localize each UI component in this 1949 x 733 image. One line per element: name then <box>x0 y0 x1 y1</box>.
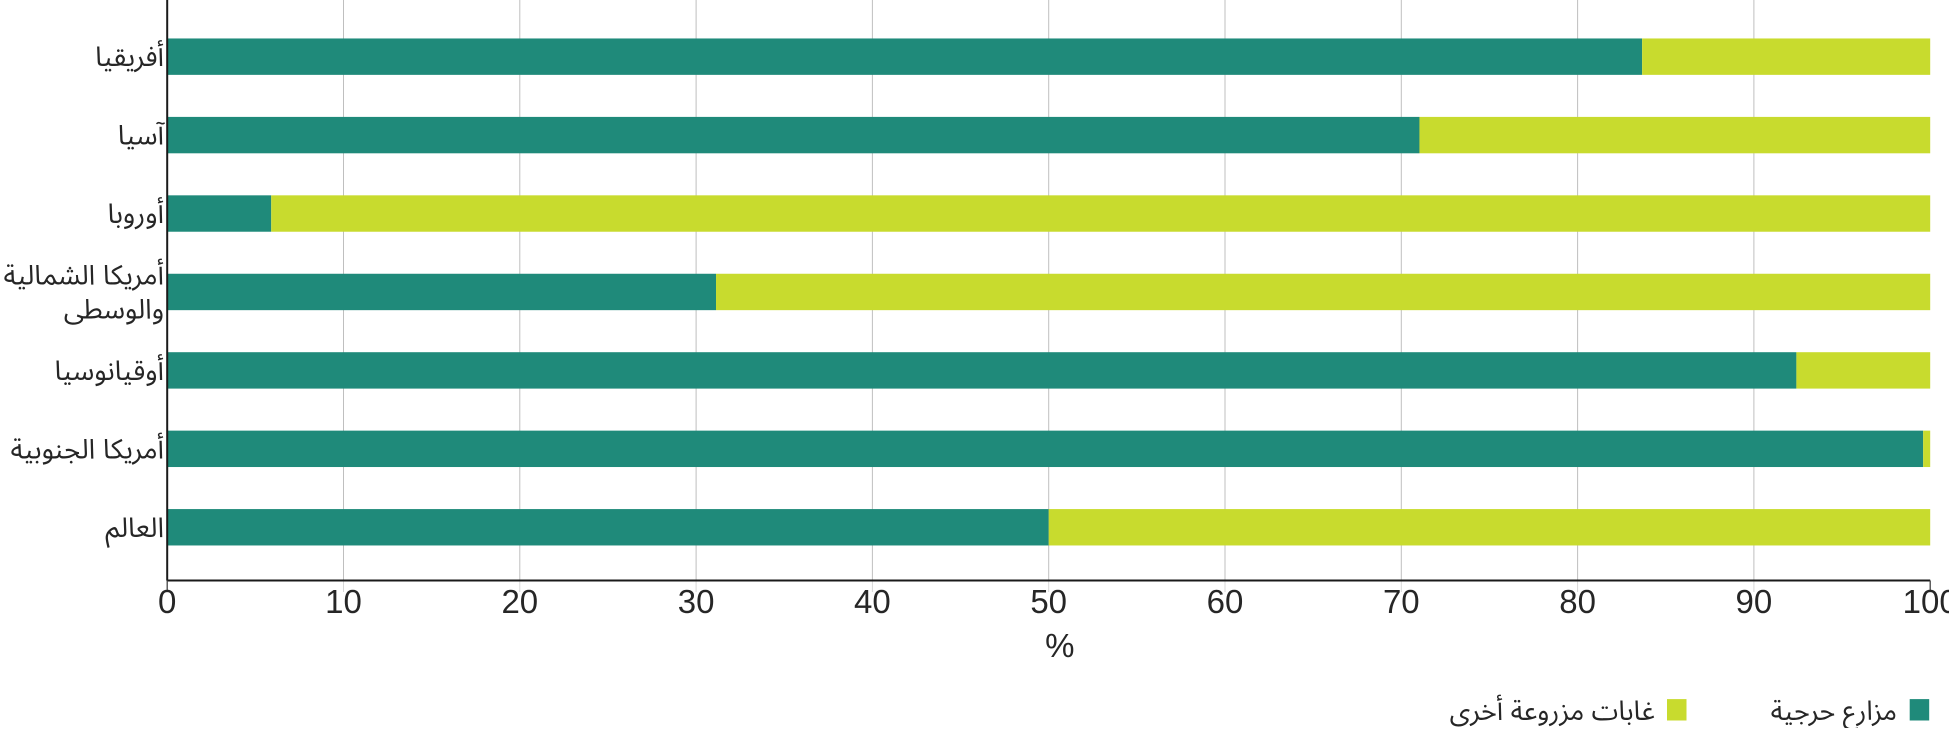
svg-text:20: 20 <box>501 583 538 620</box>
svg-text:مزارع حرجية: مزارع حرجية <box>1771 696 1897 728</box>
svg-text:100: 100 <box>1903 583 1949 620</box>
svg-text:أفريقيا: أفريقيا <box>95 40 164 73</box>
svg-text:آسيا: آسيا <box>118 120 166 151</box>
svg-text:60: 60 <box>1207 583 1244 620</box>
svg-text:10: 10 <box>325 583 362 620</box>
svg-text:90: 90 <box>1736 583 1773 620</box>
svg-text:أوقيانوسيا: أوقيانوسيا <box>54 353 164 386</box>
svg-text:70: 70 <box>1383 583 1420 620</box>
svg-text:50: 50 <box>1030 583 1067 620</box>
svg-text:والوسطى: والوسطى <box>64 293 164 325</box>
svg-text:أمريكا الجنوبية: أمريكا الجنوبية <box>11 432 165 465</box>
svg-text:أوروبا: أوروبا <box>107 197 164 230</box>
svg-text:أمريكا الشمالية: أمريكا الشمالية <box>3 258 164 291</box>
svg-text:80: 80 <box>1559 583 1596 620</box>
svg-text:40: 40 <box>854 583 891 620</box>
svg-text:%: % <box>1045 627 1074 664</box>
svg-text:30: 30 <box>678 583 715 620</box>
svg-text:0: 0 <box>158 583 176 620</box>
svg-text:غابات مزروعة أخرى: غابات مزروعة أخرى <box>1450 693 1655 726</box>
